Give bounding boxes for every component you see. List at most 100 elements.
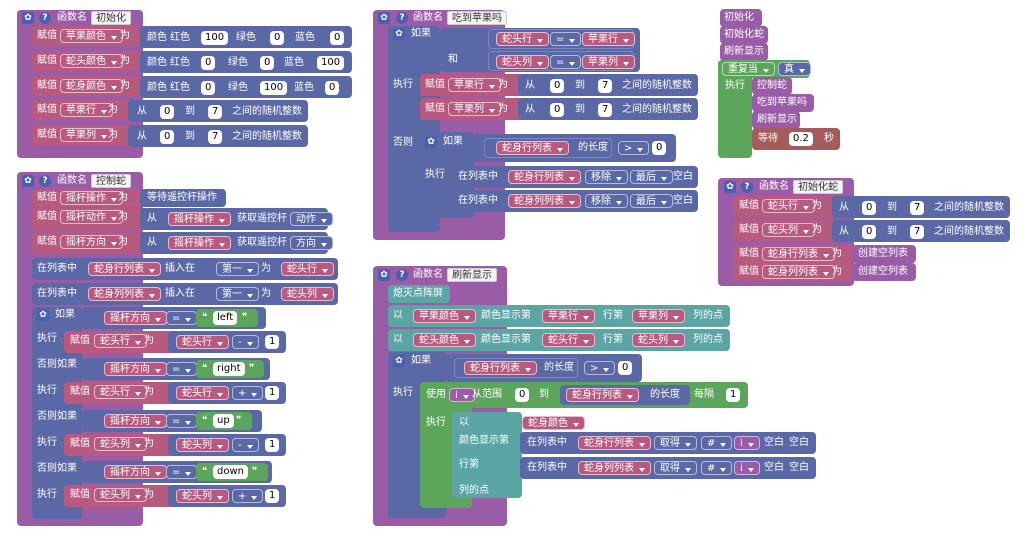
gear-icon[interactable]: ✿ — [22, 12, 34, 24]
num-field[interactable]: 0 — [618, 361, 633, 375]
op-dropdown[interactable]: = — [166, 362, 198, 376]
num-field[interactable]: 0 — [550, 103, 565, 117]
func-name-control[interactable]: 控制蛇 — [91, 174, 131, 188]
num-field[interactable]: 7 — [208, 105, 223, 119]
gear-icon[interactable]: ✿ — [393, 355, 405, 367]
num-field[interactable]: 0 — [652, 141, 667, 155]
var-dropdown[interactable]: 摇杆操作 — [168, 236, 231, 250]
text-field[interactable]: down — [213, 465, 248, 479]
var-dropdown[interactable]: 蛇头列 — [496, 55, 549, 69]
op-dropdown[interactable]: > — [584, 361, 616, 375]
pos-dropdown[interactable]: 最后 — [630, 194, 673, 208]
var-dropdown[interactable]: 蛇身行列表 — [508, 170, 581, 184]
var-dropdown[interactable]: 蛇头列 — [762, 223, 815, 237]
var-dropdown[interactable]: 蛇身列列表 — [762, 265, 835, 279]
var-dropdown[interactable]: i — [449, 388, 475, 402]
help-icon[interactable]: ? — [39, 175, 51, 187]
var-dropdown[interactable]: 蛇身颜色 — [522, 416, 585, 430]
var-dropdown[interactable]: 蛇头行 — [94, 334, 147, 348]
option-dropdown[interactable]: 方向 — [290, 236, 333, 250]
op-dropdown[interactable]: = — [550, 32, 582, 46]
var-dropdown[interactable]: 蛇头列 — [176, 438, 229, 452]
var-dropdown[interactable]: 蛇头行 — [496, 32, 549, 46]
var-dropdown[interactable]: 蛇身行列表 — [566, 388, 639, 402]
num-field[interactable]: 0 — [862, 225, 877, 239]
wait-joy-block[interactable] — [140, 189, 226, 207]
var-dropdown[interactable]: i — [734, 436, 760, 450]
op-dropdown[interactable]: > — [618, 141, 650, 155]
gear-icon[interactable]: ✿ — [425, 136, 437, 148]
num-field[interactable]: 7 — [598, 79, 613, 93]
clear-matrix-block[interactable] — [388, 285, 450, 303]
num-field[interactable]: 7 — [910, 201, 925, 215]
num-field[interactable]: 100 — [317, 56, 345, 70]
num-field[interactable]: 1 — [265, 489, 280, 503]
var-dropdown[interactable]: 摇杆操作 — [168, 212, 231, 226]
var-dropdown[interactable]: 苹果列 — [632, 309, 685, 323]
var-dropdown[interactable]: 苹果列 — [448, 102, 501, 116]
var-dropdown[interactable]: 苹果列 — [60, 128, 113, 142]
num-field[interactable]: 0.2 — [789, 132, 813, 146]
color-block[interactable] — [140, 26, 352, 48]
bool-dropdown[interactable]: 真 — [778, 62, 811, 76]
func-name-refresh[interactable]: 刷新显示 — [447, 268, 497, 282]
var-dropdown[interactable]: 蛇身列列表 — [578, 461, 651, 475]
var-dropdown[interactable]: 苹果列 — [582, 55, 635, 69]
create-list-block[interactable] — [852, 263, 916, 281]
func-name-init[interactable]: 初始化 — [91, 11, 131, 25]
var-dropdown[interactable]: 摇杆方向 — [104, 362, 167, 376]
var-dropdown[interactable]: 摇杆动作 — [60, 210, 123, 224]
op-dropdown[interactable]: = — [166, 311, 198, 325]
color-block[interactable] — [140, 51, 352, 73]
gear-icon[interactable]: ✿ — [22, 175, 34, 187]
action-dropdown[interactable]: 取得 — [654, 461, 697, 475]
var-dropdown[interactable]: 摇杆方向 — [104, 311, 167, 325]
call-init[interactable] — [720, 9, 762, 27]
var-dropdown[interactable]: 摇杆方向 — [104, 414, 167, 428]
var-dropdown[interactable]: 蛇身行列表 — [496, 141, 569, 155]
pos-dropdown[interactable]: # — [701, 461, 733, 475]
var-dropdown[interactable]: 蛇头颜色 — [413, 333, 476, 347]
pos-dropdown[interactable]: 最后 — [630, 170, 673, 184]
gear-icon[interactable]: ✿ — [37, 309, 49, 321]
var-dropdown[interactable]: 蛇头列 — [281, 287, 334, 301]
var-dropdown[interactable]: 苹果行 — [448, 78, 501, 92]
var-dropdown[interactable]: 蛇头列 — [94, 488, 147, 502]
var-dropdown[interactable]: 苹果颜色 — [413, 309, 476, 323]
var-dropdown[interactable]: 蛇头列 — [94, 437, 147, 451]
var-dropdown[interactable]: 摇杆方向 — [104, 465, 167, 479]
func-name-init-snake[interactable]: 初始化蛇 — [793, 180, 843, 194]
call-init-snake[interactable] — [720, 26, 768, 44]
op-dropdown[interactable]: + — [232, 386, 264, 400]
num-field[interactable]: 1 — [265, 386, 280, 400]
var-dropdown[interactable]: 蛇头行 — [762, 199, 815, 213]
op-dropdown[interactable]: = — [550, 55, 582, 69]
var-dropdown[interactable]: 蛇身列列表 — [508, 194, 581, 208]
num-field[interactable]: 1 — [726, 388, 741, 402]
var-dropdown[interactable]: 蛇头列 — [632, 333, 685, 347]
gear-icon[interactable]: ✿ — [378, 12, 390, 24]
num-field[interactable]: 7 — [208, 130, 223, 144]
op-dropdown[interactable]: + — [232, 489, 264, 503]
pos-dropdown[interactable]: 第一 — [216, 287, 259, 301]
num-field[interactable]: 0 — [330, 31, 345, 45]
var-dropdown[interactable]: 蛇头列 — [176, 489, 229, 503]
text-field[interactable]: left — [213, 311, 238, 325]
show-body-block[interactable] — [452, 412, 522, 498]
var-dropdown[interactable]: 蛇身列列表 — [88, 287, 161, 301]
option-dropdown[interactable]: 动作 — [290, 212, 333, 226]
num-field[interactable]: 0 — [160, 105, 175, 119]
num-field[interactable]: 100 — [260, 81, 288, 95]
func-name-eat[interactable]: 吃到苹果吗 — [447, 11, 507, 25]
color-block[interactable] — [140, 76, 352, 98]
help-icon[interactable]: ? — [741, 181, 753, 193]
var-dropdown[interactable]: 苹果行 — [582, 32, 635, 46]
num-field[interactable]: 0 — [550, 79, 565, 93]
pos-dropdown[interactable]: # — [701, 436, 733, 450]
num-field[interactable]: 0 — [862, 201, 877, 215]
var-dropdown[interactable]: 蛇身行列表 — [464, 361, 537, 375]
var-dropdown[interactable]: i — [734, 461, 760, 475]
var-dropdown[interactable]: 蛇头行 — [176, 386, 229, 400]
var-dropdown[interactable]: 苹果颜色 — [60, 29, 123, 43]
loop-mode-dropdown[interactable]: 重复当 — [722, 62, 775, 76]
